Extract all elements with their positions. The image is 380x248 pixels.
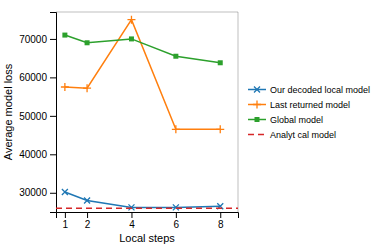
point-marker <box>128 204 134 210</box>
point <box>173 54 178 59</box>
legend-marker-shape <box>254 87 260 93</box>
tick-label: 40000 <box>19 149 47 160</box>
point <box>172 125 180 133</box>
tick: 40000 <box>19 149 56 160</box>
y-axis-title: Average model loss <box>2 63 14 160</box>
point <box>84 197 90 203</box>
tick: 70000 <box>19 34 56 45</box>
point-marker <box>129 36 134 41</box>
point-marker <box>62 33 67 38</box>
tick: 4 <box>129 212 135 230</box>
legend-marker-shape <box>253 101 261 109</box>
legend-label: Global model <box>270 115 323 125</box>
tick-mark <box>50 193 56 194</box>
tick-mark <box>87 212 88 218</box>
tick-mark <box>220 212 221 218</box>
legend-marker <box>255 117 260 122</box>
point <box>127 16 135 24</box>
tick-label: 1 <box>63 219 69 230</box>
legend-item: Analyt cal model <box>248 130 336 140</box>
tick-label: 8 <box>218 219 224 230</box>
x-axis: 1 2 4 6 8 <box>57 212 239 230</box>
point-marker <box>172 125 180 133</box>
point-marker <box>216 125 224 133</box>
point <box>85 40 90 45</box>
legend: Our decoded local model Last returned mod… <box>248 85 370 140</box>
tick-label: 60000 <box>19 72 47 83</box>
tick-mark <box>65 212 66 218</box>
legend-marker <box>253 101 261 109</box>
axis-line <box>50 13 57 213</box>
series-line <box>65 192 220 207</box>
axis-line <box>57 213 239 219</box>
tick: 2 <box>85 212 91 230</box>
frame <box>238 12 239 212</box>
point-marker <box>61 83 69 91</box>
point-marker <box>173 54 178 59</box>
tick-label: 70000 <box>19 34 47 45</box>
point-marker <box>85 40 90 45</box>
tick-label: 50000 <box>19 111 47 122</box>
series-line <box>65 20 220 130</box>
point <box>216 125 224 133</box>
point-marker <box>127 16 135 24</box>
point <box>129 36 134 41</box>
legend-item: Last returned model <box>248 100 350 110</box>
tick: 1 <box>63 212 69 230</box>
point-marker <box>83 84 91 92</box>
legend-label: Our decoded local model <box>270 85 370 95</box>
legend-item: Our decoded local model <box>248 85 370 95</box>
point-marker <box>173 204 179 210</box>
frame <box>56 12 238 13</box>
point <box>218 60 223 65</box>
series-line <box>65 35 220 63</box>
tick-label: 4 <box>129 219 135 230</box>
point <box>62 33 67 38</box>
chart: 1 2 4 6 8 30000 40000 50000 60000 70000 Local step… <box>0 0 380 248</box>
tick-mark <box>176 212 177 218</box>
reference-line <box>56 207 238 209</box>
tick-label: 6 <box>174 219 180 230</box>
tick-label: 30000 <box>19 187 47 198</box>
y-axis: 30000 40000 50000 60000 70000 <box>19 13 56 213</box>
point-marker <box>84 197 90 203</box>
point-marker <box>62 189 68 195</box>
tick: 60000 <box>19 72 56 83</box>
legend-swatch <box>248 134 266 136</box>
tick-label: 2 <box>85 219 91 230</box>
point <box>61 83 69 91</box>
point <box>62 189 68 195</box>
tick-mark <box>50 77 56 78</box>
legend-label: Analyt cal model <box>270 130 336 140</box>
point <box>83 84 91 92</box>
tick-mark <box>50 39 56 40</box>
x-axis-title: Local steps <box>119 232 175 244</box>
point <box>173 204 179 210</box>
legend-marker <box>254 87 260 93</box>
tick: 8 <box>218 212 224 230</box>
tick: 50000 <box>19 111 56 122</box>
point-marker <box>218 60 223 65</box>
tick: 6 <box>174 212 180 230</box>
legend-label: Last returned model <box>270 100 350 110</box>
tick-mark <box>50 154 56 155</box>
point <box>128 204 134 210</box>
tick-mark <box>131 212 132 218</box>
tick-mark <box>50 116 56 117</box>
marks <box>56 16 238 211</box>
legend-marker-shape <box>255 117 260 122</box>
plot: 1 2 4 6 8 30000 40000 50000 60000 70000 <box>19 12 238 230</box>
legend-item: Global model <box>248 115 323 125</box>
tick: 30000 <box>19 187 56 198</box>
